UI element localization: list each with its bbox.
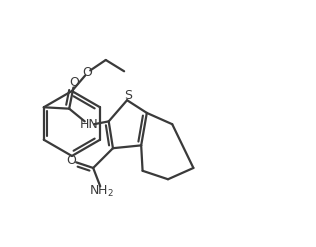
Text: O: O <box>69 76 79 89</box>
Text: O: O <box>82 66 92 79</box>
Text: NH$_2$: NH$_2$ <box>89 184 114 199</box>
Text: HN: HN <box>80 118 98 131</box>
Text: O: O <box>66 154 76 167</box>
Text: S: S <box>124 89 132 102</box>
